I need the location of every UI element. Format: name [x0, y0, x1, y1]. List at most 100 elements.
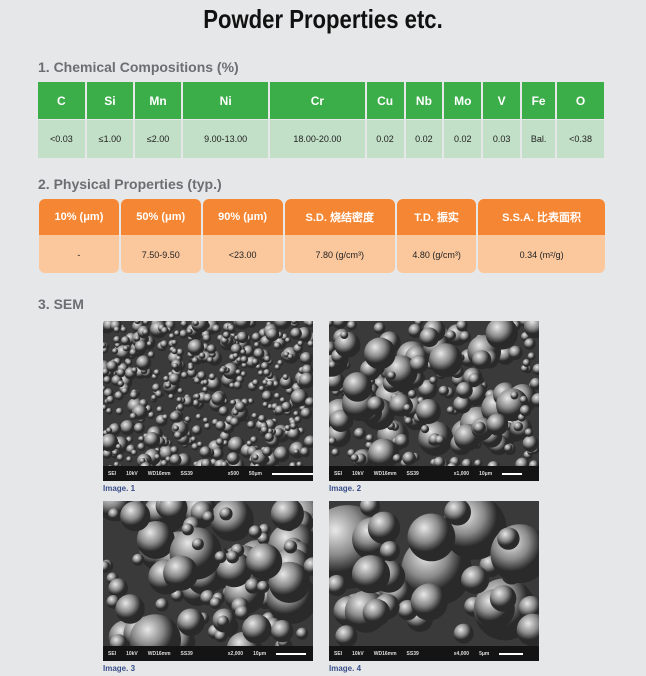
- sem-image: SEI 10kV WD16mm SS39 x2,000 10μm: [103, 501, 313, 661]
- particle: [106, 360, 118, 373]
- particle: [162, 414, 169, 421]
- composition-value: ≤2.00: [134, 119, 182, 158]
- particle: [306, 321, 313, 328]
- particle: [260, 426, 269, 435]
- particle: [161, 327, 169, 335]
- particle: [138, 436, 145, 442]
- particle: [270, 501, 304, 531]
- particle: [445, 330, 456, 341]
- particle: [195, 413, 202, 420]
- particle: [367, 511, 401, 544]
- sem-info-0: SEI: [334, 650, 343, 657]
- physical-properties-table: 10% (μm) 50% (μm) 90% (μm) S.D. 烧结密度 T.D. 振实…: [37, 199, 607, 273]
- particle: [214, 629, 228, 643]
- property-header: S.D. 烧结密度: [284, 199, 395, 235]
- particle: [307, 340, 313, 348]
- sem-info-1: 10kV: [126, 470, 138, 477]
- composition-value: 0.02: [405, 119, 443, 158]
- particle: [258, 385, 265, 392]
- sem-info-3: SS39: [406, 650, 419, 657]
- particle: [347, 321, 357, 331]
- particle: [115, 594, 145, 624]
- particle: [245, 578, 261, 594]
- particle: [281, 401, 292, 413]
- particle: [247, 398, 254, 405]
- particle: [294, 416, 302, 424]
- particle: [186, 368, 197, 379]
- element-header: Ni: [183, 82, 269, 119]
- particle: [351, 555, 391, 594]
- particle: [134, 340, 148, 354]
- particle: [251, 358, 259, 366]
- particle: [204, 423, 211, 430]
- particle: [216, 615, 230, 628]
- particle: [230, 399, 237, 406]
- sem-info-4: x500: [227, 470, 239, 477]
- composition-value: 18.00-20.00: [270, 119, 365, 158]
- particle: [394, 434, 410, 449]
- particle: [364, 337, 396, 370]
- element-header: C: [38, 82, 85, 119]
- particle: [120, 336, 131, 346]
- particle: [362, 598, 391, 627]
- particle: [129, 348, 138, 357]
- composition-value: 0.02: [444, 119, 482, 158]
- particle: [103, 433, 119, 452]
- particle: [126, 456, 133, 463]
- particle: [251, 412, 258, 420]
- particle: [522, 435, 539, 452]
- element-header: Si: [86, 82, 133, 119]
- element-header: Fe: [522, 82, 556, 119]
- particle: [420, 425, 430, 434]
- particle: [103, 404, 108, 411]
- particle: [108, 578, 128, 598]
- particle: [285, 337, 291, 344]
- particle: [474, 459, 483, 468]
- particle: [387, 371, 396, 380]
- particle: [142, 321, 150, 326]
- property-header: 50% (μm): [120, 199, 201, 235]
- particle: [428, 343, 463, 378]
- particle: [197, 371, 207, 381]
- particle: [407, 389, 417, 399]
- particle: [246, 543, 283, 580]
- sem-info-1: 10kV: [126, 650, 138, 657]
- particle: [334, 331, 361, 358]
- property-value: <23.00: [202, 235, 283, 273]
- particle: [404, 417, 413, 426]
- particle: [291, 321, 298, 325]
- particle: [103, 560, 111, 573]
- particle: [248, 525, 262, 539]
- particle: [184, 416, 192, 423]
- particle: [152, 383, 161, 393]
- particle: [169, 411, 181, 423]
- particle: [211, 391, 226, 406]
- particle: [147, 411, 155, 419]
- particle: [216, 438, 224, 446]
- composition-value: 0.02: [366, 119, 404, 158]
- scale-bar: [499, 652, 524, 655]
- composition-value: <0.38: [557, 119, 604, 158]
- particle: [219, 367, 226, 375]
- particle: [332, 321, 348, 329]
- sem-info-bar: SEI 10kV WD16mm SS39 x4,000 5μm: [329, 646, 539, 661]
- particle: [191, 357, 199, 365]
- particle: [106, 427, 113, 434]
- particle: [299, 352, 313, 365]
- particle: [112, 348, 118, 355]
- particle: [461, 565, 490, 594]
- image-caption: Image. 3: [103, 664, 136, 673]
- particle: [353, 427, 366, 440]
- property-value: 4.80 (g/cm³): [397, 235, 477, 273]
- particle: [233, 381, 242, 390]
- particle: [240, 356, 248, 364]
- particle: [234, 321, 251, 330]
- particle: [170, 446, 179, 455]
- scale-bar: [276, 652, 307, 655]
- particle: [230, 343, 243, 355]
- particle: [202, 334, 212, 343]
- particle: [384, 355, 418, 389]
- particle: [290, 327, 302, 340]
- particle: [279, 397, 286, 404]
- particle: [177, 608, 205, 637]
